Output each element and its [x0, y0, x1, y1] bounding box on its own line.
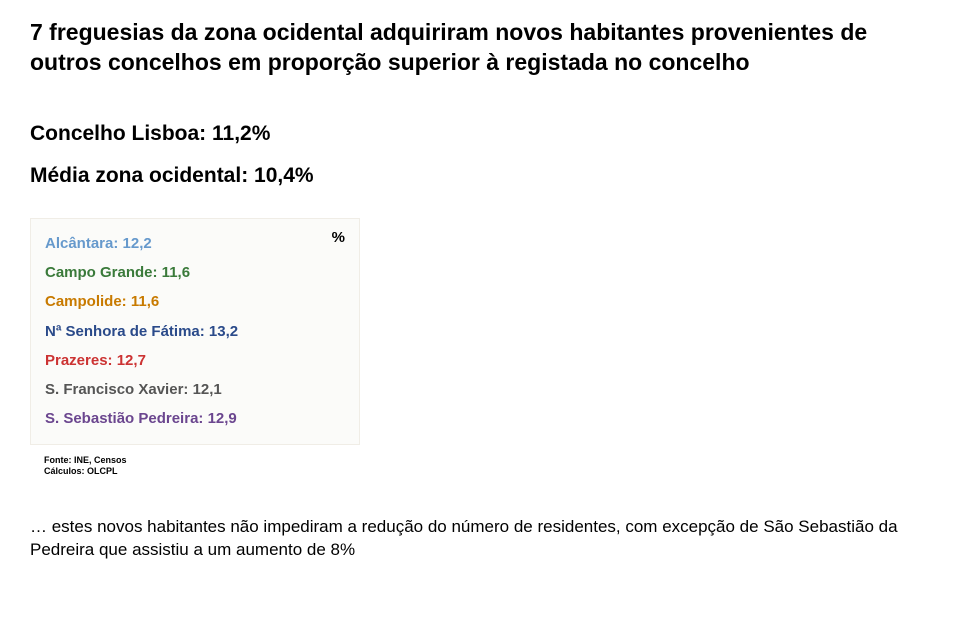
data-line: S. Sebastião Pedreira: 12,9 — [45, 410, 345, 427]
data-line: Nª Senhora de Fátima: 13,2 — [45, 323, 345, 340]
source-note: Fonte: INE, Censos Cálculos: OLCPL — [44, 455, 930, 478]
data-line: S. Francisco Xavier: 12,1 — [45, 381, 345, 398]
data-line: Campo Grande: 11,6 — [45, 264, 345, 281]
data-items-container: Alcântara: 12,2 Campo Grande: 11,6 Campoli… — [45, 235, 345, 428]
document-page: 7 freguesias da zona ocidental adquirira… — [0, 0, 960, 641]
subheading-media: Média zona ocidental: 10,4% — [30, 164, 930, 188]
data-box: % Alcântara: 12,2 Campo Grande: 11,6 Campo… — [30, 218, 360, 445]
conclusion-text: … estes novos habitantes não impediram a… — [30, 516, 930, 562]
page-title: 7 freguesias da zona ocidental adquirira… — [30, 18, 930, 78]
percent-header: % — [332, 229, 345, 246]
subheading-concelho: Concelho Lisboa: 11,2% — [30, 122, 930, 146]
source-line1: Fonte: INE, Censos — [44, 455, 127, 465]
data-line: Campolide: 11,6 — [45, 293, 345, 310]
source-line2: Cálculos: OLCPL — [44, 466, 118, 476]
data-line: Alcântara: 12,2 — [45, 235, 345, 252]
data-line: Prazeres: 12,7 — [45, 352, 345, 369]
